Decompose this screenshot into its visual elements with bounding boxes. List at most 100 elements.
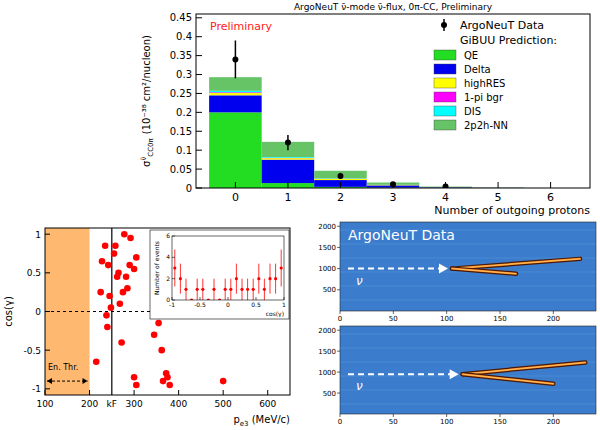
- data-point: [390, 181, 396, 187]
- x-tick: [287, 182, 288, 188]
- y-tick-label: 4: [166, 253, 170, 260]
- frame: [196, 14, 590, 188]
- y-tick-label: 0.15: [170, 126, 192, 137]
- plot-marks: [45, 228, 290, 395]
- marker: [240, 288, 243, 291]
- y-tick: [196, 74, 202, 75]
- x-tick: [446, 311, 447, 314]
- track-halo: [463, 374, 554, 384]
- x-tick-label: 200: [547, 418, 560, 426]
- x-tick-label: 0: [226, 301, 230, 308]
- marker: [390, 181, 396, 187]
- point: [106, 293, 113, 300]
- x-axis-title: cos(γ): [266, 310, 284, 318]
- threshold-arrow: [47, 381, 88, 382]
- legend-swatch: [434, 50, 456, 60]
- point: [102, 242, 109, 249]
- x-tick-label: 150: [493, 418, 506, 426]
- track-halo: [452, 259, 580, 269]
- point: [97, 289, 104, 296]
- x-tick: [340, 414, 341, 417]
- annotation: Preliminary: [210, 20, 273, 33]
- track: [452, 269, 516, 274]
- x-tick: [340, 311, 341, 314]
- inset-point: [235, 264, 238, 294]
- marker: [196, 288, 199, 291]
- marker: [268, 277, 271, 280]
- x-tick: [228, 297, 229, 300]
- x-tick: [267, 390, 268, 395]
- legend-swatch: [434, 106, 456, 116]
- track-center: [463, 374, 554, 384]
- y-axis-title: Number of events: [153, 241, 160, 295]
- bar: [209, 77, 262, 91]
- arrow-head: [47, 378, 52, 384]
- marker: [274, 277, 277, 280]
- track-core: [452, 269, 516, 274]
- event-panel: [340, 222, 596, 311]
- y-tick: [172, 278, 175, 279]
- y-tick: [337, 268, 340, 269]
- point: [151, 331, 158, 338]
- track: [463, 362, 586, 374]
- legend-symbol: [441, 22, 447, 28]
- x-tick-label: 600: [259, 399, 276, 409]
- x-tick: [553, 414, 554, 417]
- inset-point: [252, 279, 255, 300]
- inset-point: [196, 279, 199, 300]
- y-tick: [337, 351, 340, 352]
- y-tick-label: -1: [32, 384, 41, 394]
- x-tick-label: 0: [232, 191, 239, 204]
- y-tick-label: 0.3: [176, 69, 192, 80]
- x-tick: [500, 311, 501, 314]
- point: [103, 312, 110, 319]
- y-tick-label: 500: [323, 286, 336, 294]
- track: [452, 259, 580, 269]
- point: [220, 378, 227, 385]
- x-tick: [445, 182, 446, 188]
- y-tick: [196, 17, 202, 18]
- data-point: [285, 135, 291, 150]
- arrow-head: [450, 369, 459, 379]
- y-tick-label: 0.5: [27, 268, 41, 278]
- x-tick-label: 100: [440, 418, 453, 426]
- y-tick-label: 2000: [318, 223, 336, 231]
- x-tick-label: 100: [440, 315, 453, 323]
- x-tick: [256, 297, 257, 300]
- y-tick-label: 0.35: [170, 50, 192, 61]
- figure: 012345600.050.10.150.20.250.30.350.40.45…: [0, 0, 600, 430]
- x-tick: [200, 297, 201, 300]
- y-tick: [337, 393, 340, 394]
- data-point: [337, 173, 343, 179]
- point: [123, 273, 130, 280]
- x-title-sub: e3: [240, 420, 249, 428]
- marker: [229, 288, 232, 291]
- x-tick: [393, 311, 394, 314]
- point: [131, 374, 138, 381]
- x-axis-title: Number of outgoing protons: [434, 204, 590, 217]
- marker: [184, 288, 187, 291]
- legend-swatch: [434, 78, 456, 88]
- x-tick: [178, 390, 179, 395]
- marker: [246, 288, 249, 291]
- x-tick-label: 400: [170, 399, 187, 409]
- point: [133, 382, 140, 389]
- y-tick-label: 1: [35, 230, 41, 240]
- inset-background: [150, 230, 289, 319]
- point: [105, 262, 112, 269]
- neutrino-label: ν: [356, 274, 363, 288]
- event-title: ArgoNeuT Data: [348, 227, 455, 243]
- y-tick-label: 1500: [318, 244, 336, 252]
- legend-swatch: [434, 64, 456, 74]
- x-tick-label: 3: [390, 191, 397, 204]
- point: [117, 300, 124, 307]
- y-tick-label: 0: [35, 307, 41, 317]
- neutrino-arrow: [348, 373, 451, 375]
- y-tick: [196, 93, 202, 94]
- y-tick-label: -0.5: [23, 346, 41, 356]
- x-title-unit: (MeV/c): [249, 414, 291, 425]
- marker: [252, 288, 255, 291]
- texture: [340, 286, 596, 287]
- y-tick: [45, 388, 50, 389]
- x-tick: [45, 390, 46, 395]
